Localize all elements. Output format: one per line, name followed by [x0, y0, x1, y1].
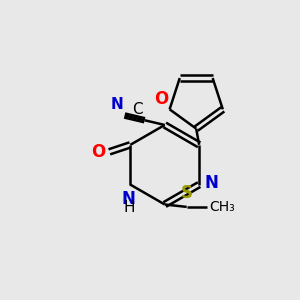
Text: H: H	[123, 200, 135, 215]
Text: O: O	[154, 90, 168, 108]
Text: CH₃: CH₃	[209, 200, 235, 214]
Text: C: C	[133, 102, 143, 117]
Text: S: S	[181, 184, 193, 202]
Text: N: N	[204, 174, 218, 192]
Text: N: N	[122, 190, 136, 208]
Text: O: O	[92, 143, 106, 161]
Text: N: N	[110, 97, 123, 112]
